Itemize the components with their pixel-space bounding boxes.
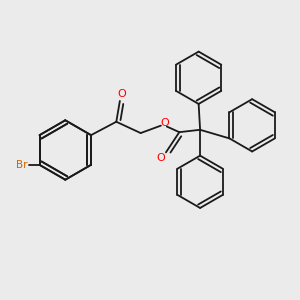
Text: O: O (160, 118, 169, 128)
Text: O: O (156, 153, 165, 163)
Text: O: O (117, 89, 126, 99)
Text: Br: Br (16, 160, 28, 170)
